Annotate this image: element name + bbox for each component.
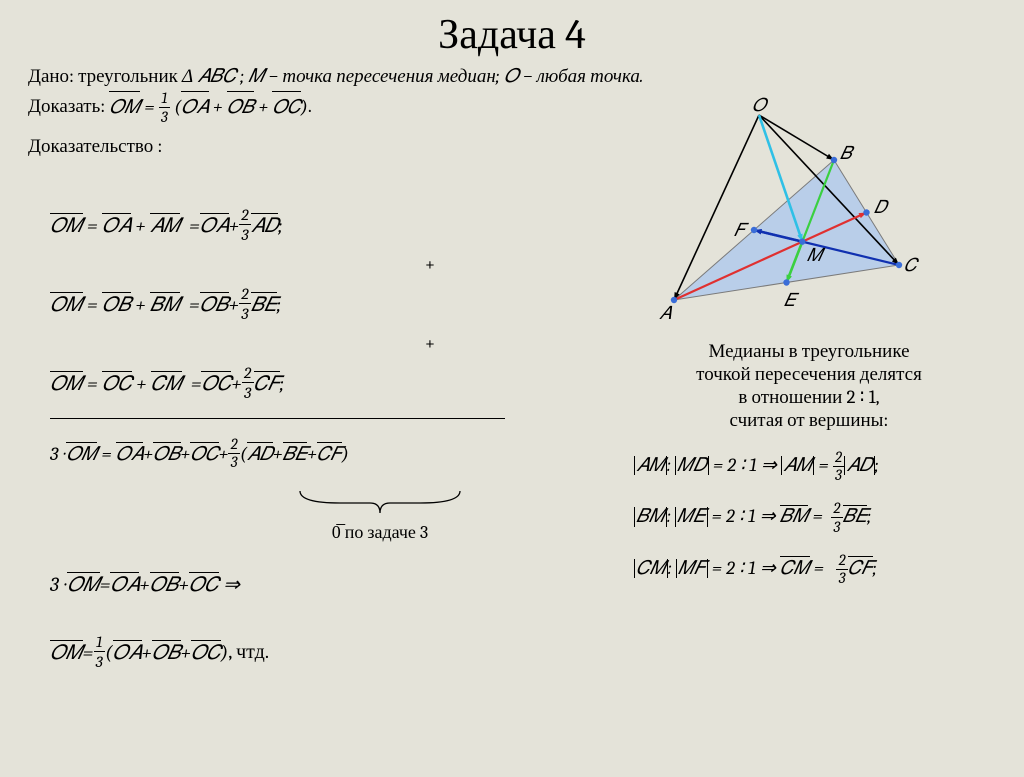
proof-column: 𝑂𝑀 = 𝑂𝐴 + 𝐴𝑀 = 𝑂𝐴 + 23𝐴𝐷; + 𝑂𝑀 = 𝑂𝐵 + 𝐵𝑀… bbox=[50, 190, 510, 687]
right-column: Медианы в треугольнике точкой пересечени… bbox=[624, 340, 994, 604]
ratio-cm: 𝐶𝑀: 𝑀𝐹 = 2 ∶ 1 ⇒ 𝐶𝑀 = 23𝐶𝐹; bbox=[634, 553, 994, 586]
eq-row-2: 𝑂𝑀 = 𝑂𝐵 + 𝐵𝑀 = 𝑂𝐵 + 23𝐵𝐸; bbox=[50, 283, 510, 325]
label-f: 𝐹 bbox=[734, 220, 745, 241]
qed-text: , чтд. bbox=[228, 640, 269, 664]
page-title: Задача 4 bbox=[0, 10, 1024, 59]
label-c: 𝐶 bbox=[904, 255, 917, 276]
label-e: 𝐸 bbox=[784, 290, 795, 311]
prove-formula: 𝑂𝑀 = 13 (𝑂𝐴 + 𝑂𝐵 + 𝑂𝐶) bbox=[109, 96, 308, 118]
plus-1: + bbox=[350, 254, 510, 275]
right-line-3: в отношении 2 ∶ 1, bbox=[624, 386, 994, 409]
given-o: 𝑂 − любая точка. bbox=[504, 65, 643, 87]
eq-final-1: 3 ∙ 𝑂𝑀 = 𝑂𝐴 + 𝑂𝐵 + 𝑂𝐶 ⇒ bbox=[50, 563, 510, 605]
right-line-2: точкой пересечения делятся bbox=[624, 363, 994, 386]
label-a: 𝐴 bbox=[659, 303, 671, 324]
given-prefix: Дано: треугольник bbox=[28, 65, 182, 87]
plus-2: + bbox=[350, 333, 510, 354]
brace-zero-text: 0̅ по задаче 3 bbox=[250, 522, 510, 543]
ratio-am: 𝐴𝑀: 𝑀𝐷 = 2 ∶ 1 ⇒ 𝐴𝑀 = 23𝐴𝐷; bbox=[634, 450, 994, 483]
brace-note: 0̅ по задаче 3 bbox=[250, 489, 510, 543]
divider bbox=[50, 418, 505, 419]
ratio-bm: 𝐵𝑀: 𝑀𝐸 = 2 ∶ 1 ⇒ 𝐵𝑀 = 23𝐵𝐸; bbox=[634, 501, 994, 534]
right-line-4: считая от вершины: bbox=[624, 409, 994, 432]
eq-row-3: 𝑂𝑀 = 𝑂𝐶 + 𝐶𝑀 = 𝑂𝐶 + 23𝐶𝐹; bbox=[50, 362, 510, 404]
eq-sum: 3 ∙ 𝑂𝑀 = 𝑂𝐴 + 𝑂𝐵 + 𝑂𝐶 + 23 (𝐴𝐷 + 𝐵𝐸 + 𝐶𝐹… bbox=[50, 433, 510, 475]
given-triangle: Δ 𝐴𝐵𝐶 bbox=[182, 65, 236, 87]
label-o: 𝑂 bbox=[752, 95, 766, 116]
label-b: 𝐵 bbox=[840, 143, 852, 164]
right-line-1: Медианы в треугольнике bbox=[624, 340, 994, 363]
given-m: ; 𝑀 − точка пересечения медиан; bbox=[240, 65, 504, 87]
label-m: 𝑀 bbox=[807, 245, 822, 266]
eq-final-2: 𝑂𝑀 = 13 (𝑂𝐴 + 𝑂𝐵 + 𝑂𝐶), чтд. bbox=[50, 631, 510, 673]
eq-row-1: 𝑂𝑀 = 𝑂𝐴 + 𝐴𝑀 = 𝑂𝐴 + 23𝐴𝐷; bbox=[50, 204, 510, 246]
prove-suffix: . bbox=[308, 96, 312, 118]
label-d: 𝐷 bbox=[874, 197, 887, 218]
diagram: 𝑂 𝐴 𝐵 𝐶 𝐷 𝐸 𝐹 𝑀 bbox=[644, 105, 934, 330]
prove-prefix: Доказать: bbox=[28, 96, 109, 118]
